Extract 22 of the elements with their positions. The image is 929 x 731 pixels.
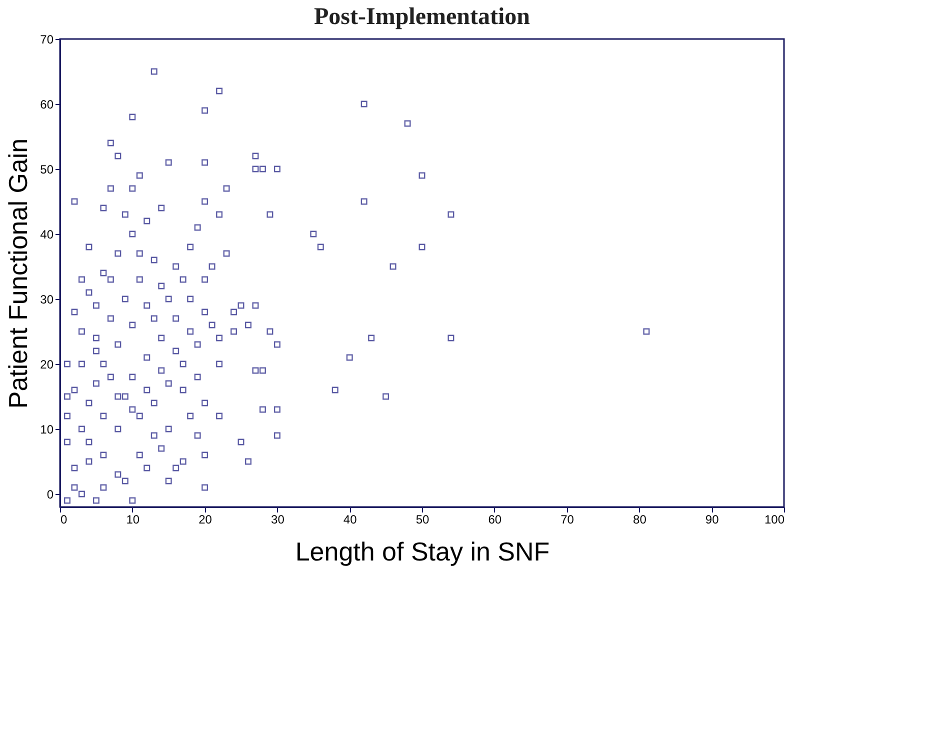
y-tick-label: 50 — [40, 162, 54, 176]
x-tick-label: 10 — [126, 512, 140, 526]
x-tick-label: 60 — [488, 512, 502, 526]
x-axis-title: Length of Stay in SNF — [295, 536, 550, 566]
y-tick-label: 30 — [40, 292, 54, 306]
y-tick-label: 70 — [40, 32, 54, 46]
x-tick-label: 90 — [705, 512, 720, 526]
x-tick-label: 70 — [560, 512, 574, 526]
x-tick-label: 30 — [271, 512, 285, 526]
x-tick-label: 100 — [764, 512, 785, 526]
y-axis-title: Patient Functional Gain — [3, 138, 34, 409]
y-tick-label: 20 — [40, 358, 54, 372]
x-tick-label: 0 — [60, 512, 68, 526]
x-tick-label: 50 — [416, 512, 430, 526]
chart-title: Post-Implementation — [314, 4, 530, 30]
x-tick-label: 20 — [198, 512, 212, 526]
x-tick-label: 80 — [633, 512, 647, 526]
y-tick-label: 10 — [40, 422, 54, 436]
y-tick-label: 0 — [46, 488, 54, 502]
y-tick-label: 60 — [40, 98, 54, 112]
x-tick-label: 40 — [343, 512, 358, 526]
y-tick-label: 40 — [40, 228, 54, 242]
